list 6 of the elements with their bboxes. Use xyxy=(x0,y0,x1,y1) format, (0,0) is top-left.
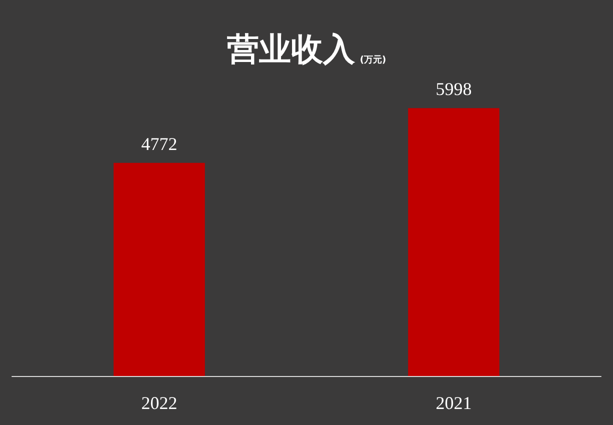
data-label: 5998 xyxy=(436,79,472,100)
chart-subtitle: (万元) xyxy=(360,54,386,66)
chart-title: 营业收入 xyxy=(226,30,356,68)
x-tick-label: 2022 xyxy=(141,393,178,413)
data-label: 4772 xyxy=(141,134,178,154)
x-tick-label: 2021 xyxy=(436,393,472,413)
